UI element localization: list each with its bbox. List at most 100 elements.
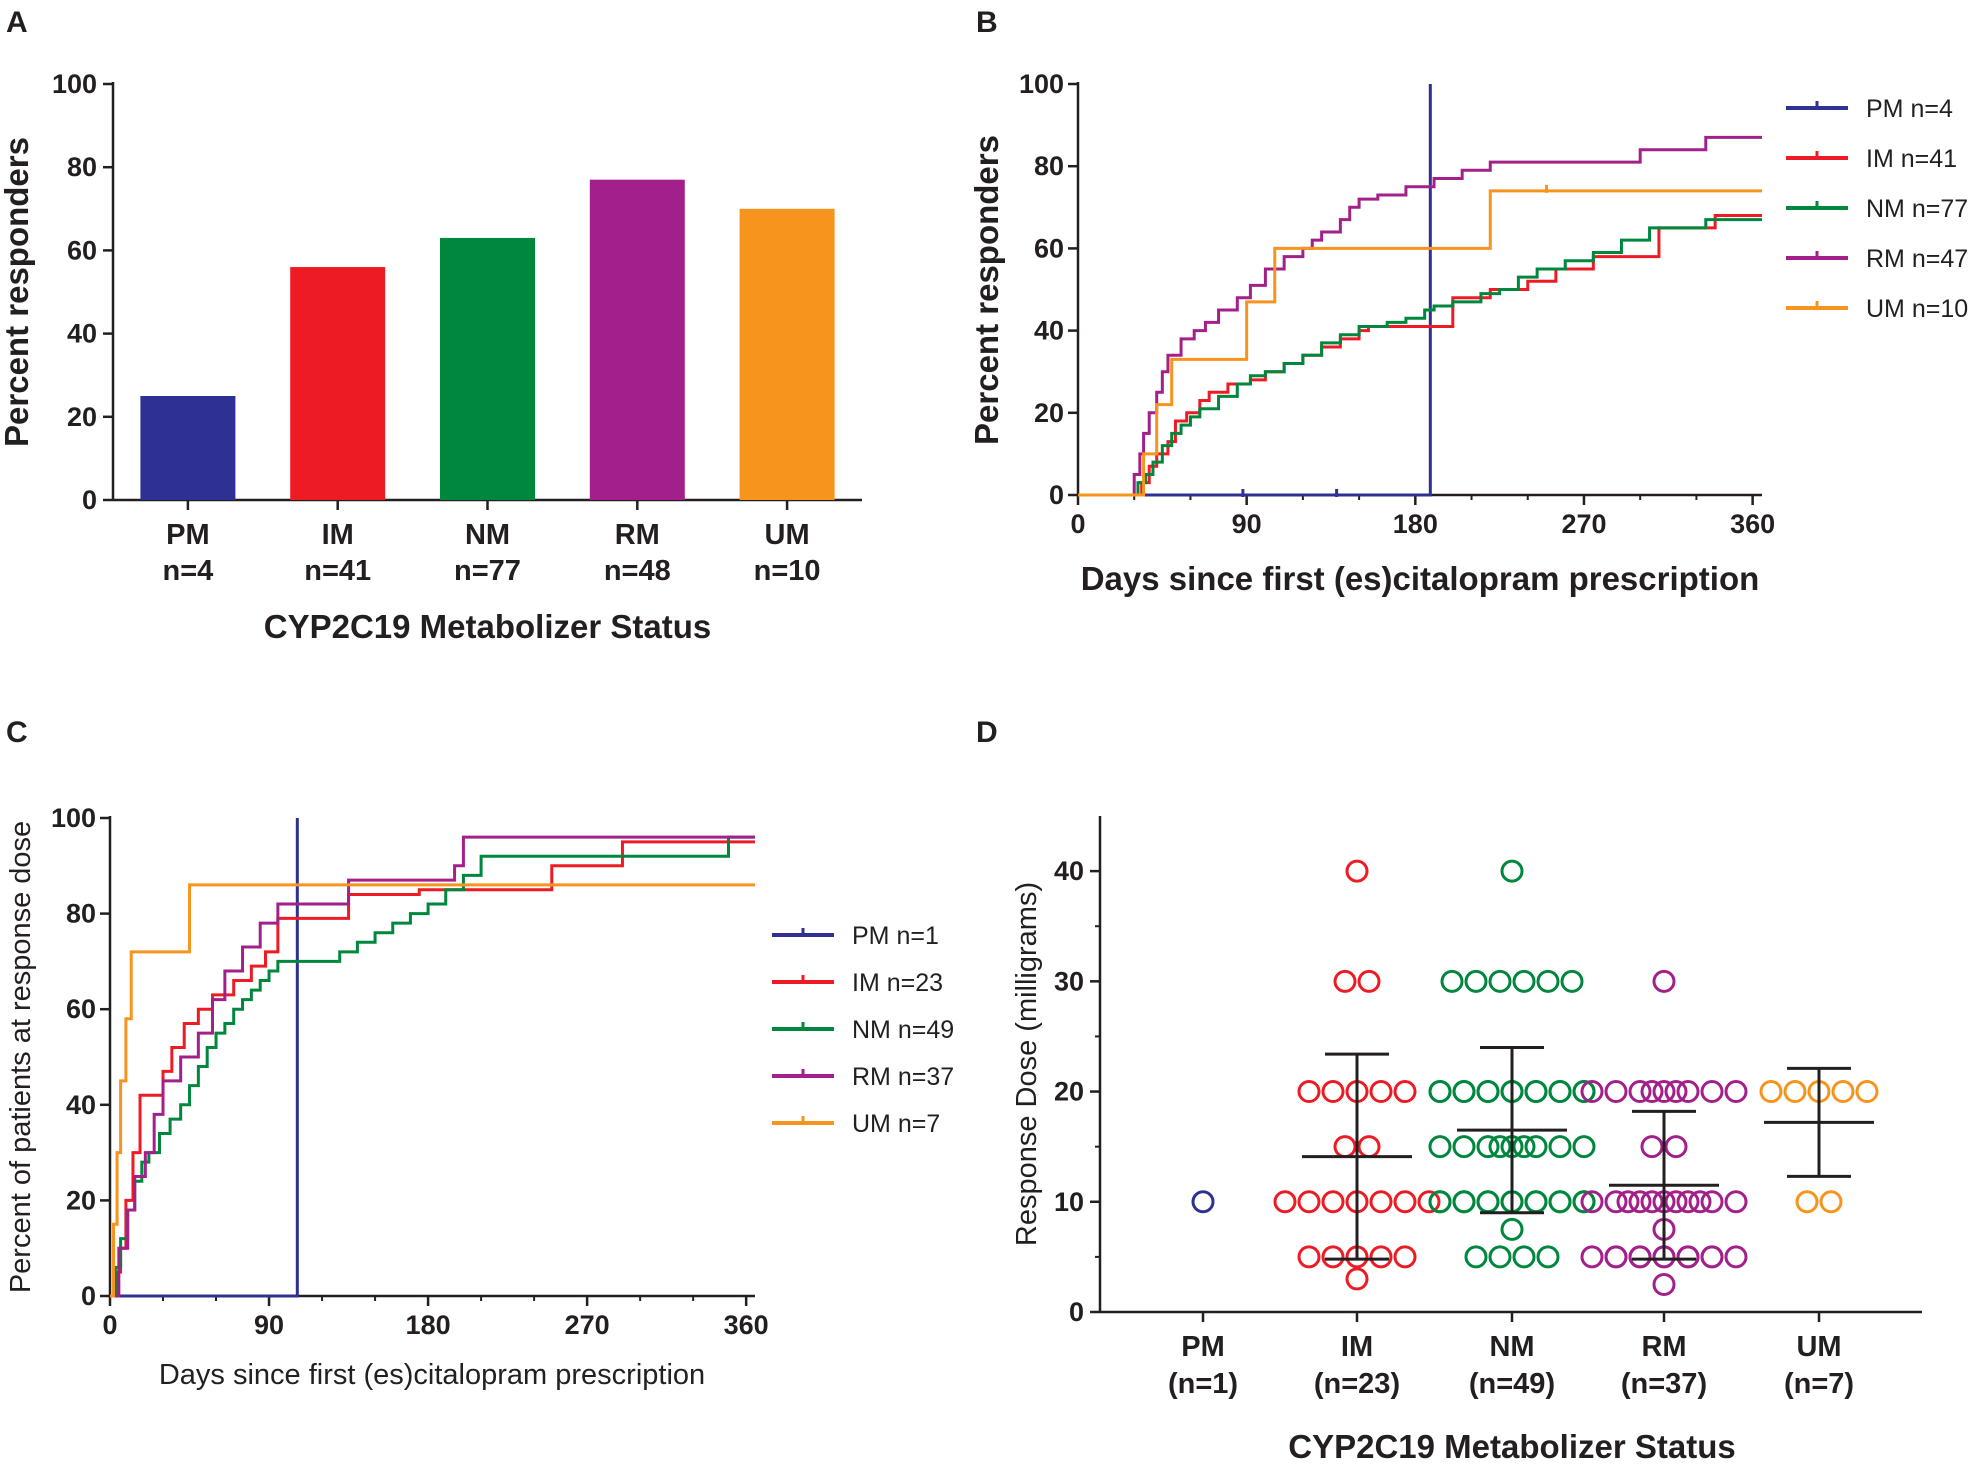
- category-n-label: (n=37): [1621, 1368, 1707, 1400]
- data-point: [1464, 1245, 1488, 1269]
- panel-a: A 0 20 40 60 80 100 PM n=4 IM n=41 NM n=77 RM n=48 UM n=…: [0, 6, 862, 645]
- x-axis-title: Days since first (es)citalopram prescrip…: [159, 1359, 705, 1391]
- category-n-label: n=48: [604, 555, 671, 587]
- data-point: [1476, 1080, 1500, 1104]
- data-point: [1524, 1190, 1548, 1214]
- data-point: [1548, 1080, 1572, 1104]
- data-point: [1321, 1245, 1345, 1269]
- data-point: [1604, 1245, 1628, 1269]
- data-point: [1604, 1190, 1628, 1214]
- y-tick-label: 20: [1054, 1077, 1084, 1107]
- data-point: [1297, 1245, 1321, 1269]
- data-point: [1333, 969, 1357, 993]
- legend-label: PM n=1: [852, 922, 939, 950]
- data-point: [1536, 1245, 1560, 1269]
- data-point: [1783, 1080, 1807, 1104]
- y-tick-label: 20: [1034, 398, 1064, 428]
- category-n-label: n=41: [304, 555, 371, 587]
- data-point: [1664, 1190, 1688, 1214]
- data-point: [1628, 1190, 1652, 1214]
- x-tick-label: 360: [1730, 509, 1775, 539]
- legend-label: RM n=47: [1866, 245, 1968, 273]
- series-line-4: [110, 883, 755, 1298]
- data-point: [1580, 1080, 1604, 1104]
- data-point: [1393, 1080, 1417, 1104]
- data-point: [1488, 1135, 1512, 1159]
- x-tick-label: 180: [406, 1310, 451, 1340]
- data-point: [1855, 1080, 1879, 1104]
- x-tick-label: 360: [724, 1310, 769, 1340]
- data-point: [1580, 1190, 1604, 1214]
- data-point: [1688, 1190, 1712, 1214]
- category-label: NM: [1489, 1331, 1534, 1363]
- category-n-label: n=4: [163, 555, 214, 587]
- data-point: [1759, 1080, 1783, 1104]
- data-point: [1664, 1135, 1688, 1159]
- panel-label: A: [6, 6, 28, 39]
- data-point: [1464, 969, 1488, 993]
- data-point: [1512, 1135, 1536, 1159]
- legend-label: PM n=4: [1866, 95, 1953, 123]
- category-n-label: (n=7): [1784, 1368, 1854, 1400]
- data-point: [1628, 1245, 1652, 1269]
- category-label: IM: [322, 519, 354, 551]
- y-tick-label: 40: [1034, 316, 1064, 346]
- data-point: [1369, 1080, 1393, 1104]
- panel-d: D 0 10 20 30 40 PM (n=1) IM (n=23) NM (n=49) RM (n=37…: [976, 716, 1922, 1465]
- y-tick-label: 100: [1019, 69, 1064, 99]
- y-axis-title: Response Dose (milligrams): [1011, 882, 1043, 1246]
- series-line-3: [110, 835, 755, 1298]
- y-axis-title: Percent responders: [968, 135, 1005, 445]
- data-point: [1795, 1190, 1819, 1214]
- legend-label: NM n=77: [1866, 195, 1968, 223]
- bar-im: [290, 267, 386, 500]
- series-line-0: [110, 818, 299, 1298]
- panel-b: B 0 20 40 60 80 100 0 90 180 270 360 PM n=4 IM n=41 NM…: [968, 6, 1968, 597]
- data-point: [1369, 1245, 1393, 1269]
- data-point: [1640, 1135, 1664, 1159]
- y-tick-label: 100: [52, 69, 97, 99]
- data-point: [1831, 1080, 1855, 1104]
- legend-label: IM n=41: [1866, 145, 1957, 173]
- data-point: [1393, 1190, 1417, 1214]
- panel-label: C: [6, 716, 28, 749]
- data-point: [1488, 969, 1512, 993]
- data-point: [1512, 969, 1536, 993]
- data-point: [1417, 1190, 1441, 1214]
- data-point: [1652, 1272, 1676, 1296]
- series-line-4: [1078, 189, 1762, 497]
- legend-label: UM n=10: [1866, 295, 1968, 323]
- data-point: [1345, 859, 1369, 883]
- data-point: [1500, 859, 1524, 883]
- category-label: UM: [765, 519, 810, 551]
- data-point: [1452, 1135, 1476, 1159]
- bar-pm: [140, 396, 236, 500]
- category-label: PM: [1181, 1331, 1225, 1363]
- data-point: [1476, 1135, 1500, 1159]
- x-axis-title: CYP2C19 Metabolizer Status: [264, 608, 711, 645]
- data-point: [1452, 1080, 1476, 1104]
- data-point: [1724, 1080, 1748, 1104]
- y-tick-label: 80: [66, 899, 96, 929]
- y-axis-title: Percent responders: [0, 137, 35, 447]
- data-point: [1428, 1080, 1452, 1104]
- y-tick-label: 40: [1054, 856, 1084, 886]
- y-axis-title: Percent of patients at response dose: [5, 821, 37, 1293]
- x-axis-title: Days since first (es)citalopram prescrip…: [1081, 560, 1760, 597]
- data-point: [1700, 1080, 1724, 1104]
- data-point: [1440, 969, 1464, 993]
- data-point: [1664, 1080, 1688, 1104]
- series-line-1: [110, 840, 755, 1298]
- x-tick-label: 0: [102, 1310, 117, 1340]
- data-point: [1524, 1135, 1548, 1159]
- y-tick-label: 40: [67, 319, 97, 349]
- y-tick-label: 10: [1054, 1187, 1084, 1217]
- y-tick-label: 0: [1049, 480, 1064, 510]
- bar-um: [739, 208, 835, 501]
- panel-label: D: [976, 716, 998, 749]
- data-point: [1676, 1190, 1700, 1214]
- y-tick-label: 60: [1034, 233, 1064, 263]
- series-line-2: [1078, 218, 1762, 497]
- series-line-3: [1078, 135, 1762, 497]
- data-point: [1476, 1190, 1500, 1214]
